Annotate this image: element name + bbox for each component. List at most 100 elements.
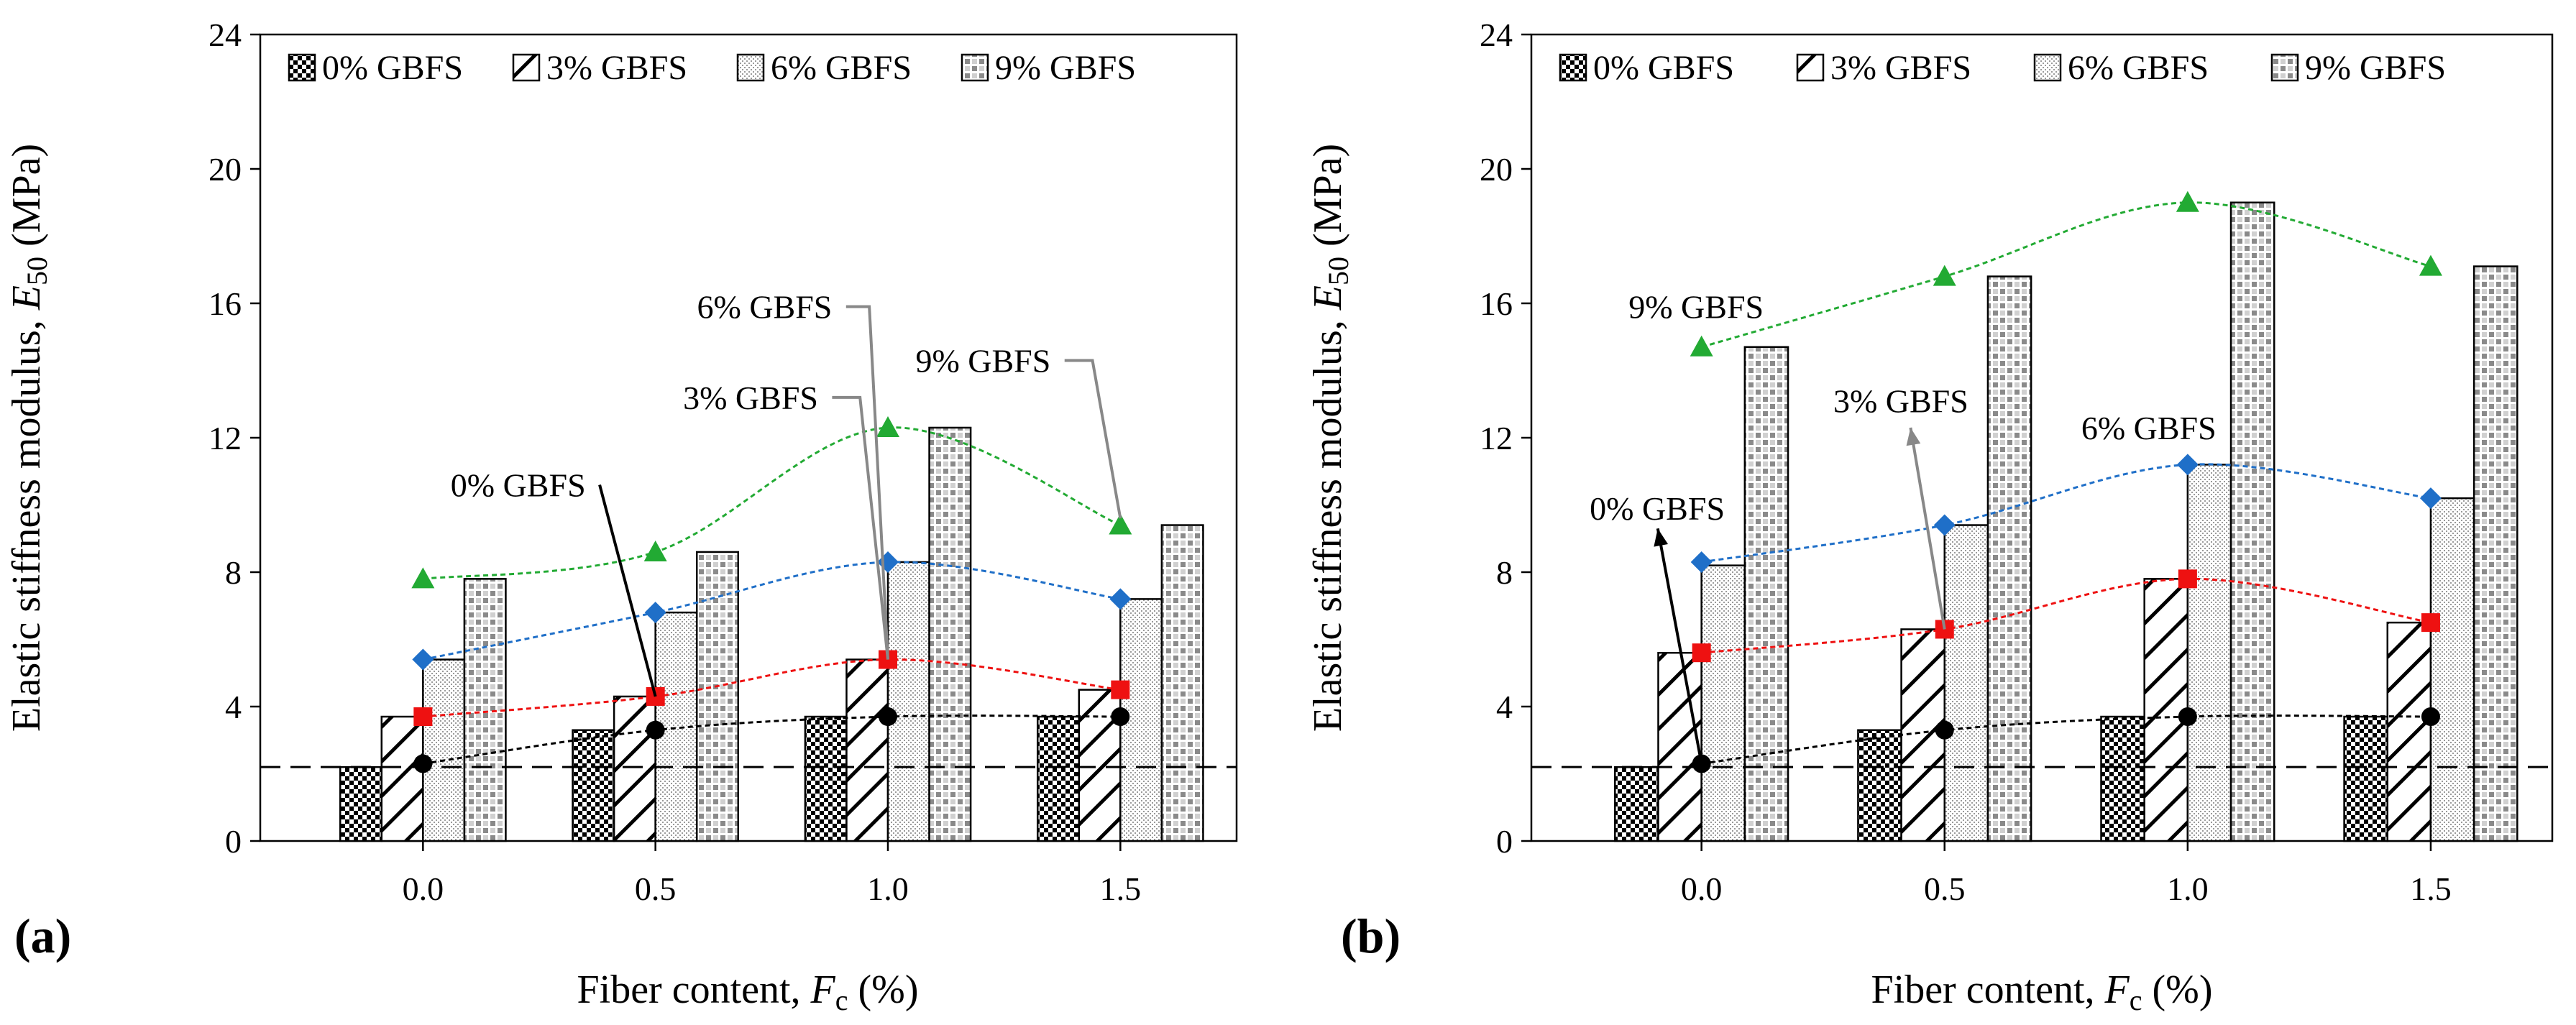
legend-swatch [512, 53, 541, 82]
bar [2343, 715, 2389, 842]
x-tick-label: 0.0 [1681, 870, 1723, 907]
series-point [1111, 680, 1130, 699]
y-tick-label: 24 [1480, 17, 1513, 53]
series-point [2421, 707, 2440, 727]
annotation-arrow [845, 305, 889, 660]
bar [886, 561, 930, 842]
bar [2472, 265, 2518, 842]
series-point [2419, 254, 2442, 276]
x-tick-label: 1.0 [2167, 870, 2209, 907]
series-point [2176, 190, 2199, 212]
series-point [1935, 720, 1954, 740]
bar [572, 729, 615, 842]
annotation-arrow [1064, 359, 1122, 519]
y-tick-label: 24 [208, 17, 242, 53]
series-point [2176, 454, 2199, 476]
legend-swatch [736, 53, 765, 82]
series-point [412, 648, 434, 671]
y-tick-label: 16 [208, 285, 242, 322]
bar [463, 578, 507, 842]
annotation-label: 3% GBFS [1833, 383, 1968, 420]
series-point [2178, 707, 2197, 727]
bar [1036, 715, 1081, 842]
series-point [1109, 588, 1132, 610]
bar [2429, 497, 2475, 842]
series-point [1109, 513, 1132, 535]
panel-label: (b) [1341, 909, 1401, 963]
legend-swatch [288, 53, 316, 82]
y-tick-label: 4 [225, 689, 242, 725]
x-tick-label: 0.5 [635, 870, 677, 907]
x-tick-label: 1.5 [1100, 870, 1142, 907]
y-tick-label: 16 [1480, 285, 1513, 322]
annotation-arrowhead [1906, 427, 1921, 446]
annotation-label: 9% GBFS [1628, 289, 1764, 326]
annotation-label: 0% GBFS [451, 466, 586, 503]
annotation-arrowhead [1654, 528, 1669, 547]
legend-label: 9% GBFS [2305, 49, 2446, 87]
bar [2386, 621, 2432, 842]
x-tick-label: 1.0 [867, 870, 909, 907]
series-point [413, 707, 433, 727]
series-point [413, 754, 433, 773]
legend-label: 6% GBFS [771, 49, 912, 87]
x-axis-label: Fiber content, Fc (%) [1871, 967, 2213, 1016]
bar [1943, 524, 1989, 842]
bar [1657, 651, 1702, 842]
legend-swatch [2270, 53, 2299, 82]
bar [2143, 578, 2189, 842]
bar [380, 715, 424, 842]
series-line [423, 658, 1121, 718]
bar [1743, 346, 1789, 842]
y-tick-label: 8 [1496, 554, 1513, 591]
bar [339, 766, 383, 842]
series-point [1690, 335, 1713, 357]
x-tick-label: 0.5 [1924, 870, 1966, 907]
annotation-label: 3% GBFS [683, 380, 818, 416]
series-line [1701, 201, 2431, 349]
y-tick-label: 20 [208, 151, 242, 188]
series-point [646, 720, 665, 740]
series-line [1701, 577, 2431, 654]
y-tick-label: 0 [225, 823, 242, 860]
bar [928, 426, 972, 842]
bar [2229, 201, 2275, 842]
y-tick-label: 0 [1496, 823, 1513, 860]
series-point [2419, 487, 2442, 510]
annotation-label: 9% GBFS [915, 342, 1050, 379]
annotation-label: 6% GBFS [697, 289, 833, 326]
series-point [1111, 707, 1130, 727]
bar [2186, 464, 2232, 842]
annotation-label: 6% GBFS [2081, 410, 2217, 446]
series-point [1690, 551, 1713, 573]
bar [1614, 766, 1659, 842]
legend-swatch [2033, 53, 2062, 82]
panel-label: (a) [14, 909, 71, 963]
series-point [2421, 613, 2440, 633]
series-point [644, 602, 666, 624]
series-point [1933, 265, 1956, 286]
annotation-arrow [1656, 528, 1703, 764]
series-point [411, 567, 435, 589]
y-tick-label: 12 [1480, 420, 1513, 456]
panel-a: 0 4 8 12 16 20 24 0.0 0.5 1.0 1.5 0% GBFS 3% GBFS 6% … [4, 17, 1238, 1016]
bar [1700, 564, 1746, 842]
series-point [876, 415, 899, 437]
legend-label: 9% GBFS [995, 49, 1136, 87]
y-tick-label: 8 [225, 554, 242, 591]
y-axis-label: Elastic stiffness modulus, E50 (MPa) [4, 144, 53, 732]
legend-label: 0% GBFS [1593, 49, 1734, 87]
series-point [879, 707, 897, 727]
x-axis-label: Fiber content, Fc (%) [577, 967, 919, 1016]
series-point [643, 540, 667, 561]
series-line [1701, 714, 2431, 765]
series-line [423, 714, 1121, 765]
panel-b: 0 4 8 12 16 20 24 0.0 0.5 1.0 1.5 0% GBFS 3% GBFS 6% … [1306, 17, 2554, 1016]
series-line [423, 561, 1121, 661]
series-point [1692, 643, 1711, 663]
legend-label: 0% GBFS [322, 49, 463, 87]
x-tick-label: 1.5 [2410, 870, 2452, 907]
annotation-arrow [1909, 427, 1946, 630]
bar [1986, 275, 2032, 842]
